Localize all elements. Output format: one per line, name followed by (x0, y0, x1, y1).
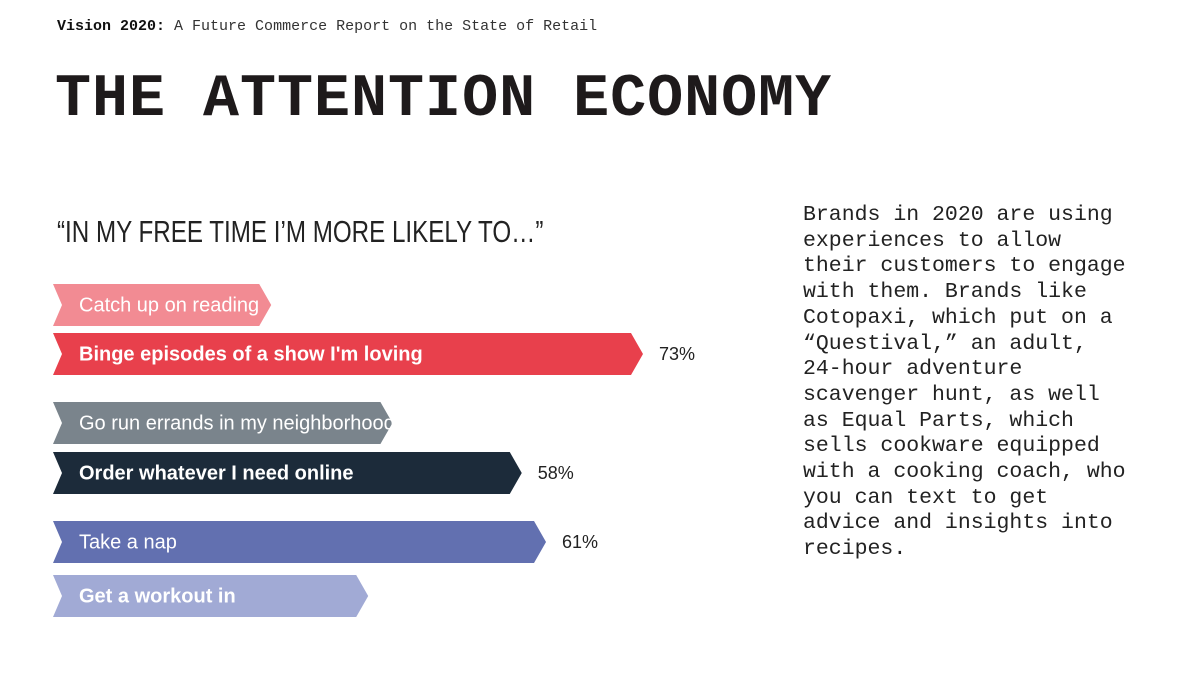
bar (53, 452, 522, 494)
value-label: 61% (562, 532, 598, 552)
bar-label: Catch up on reading (79, 294, 259, 316)
bar (53, 521, 547, 563)
value-label: 73% (659, 344, 695, 364)
bar (53, 575, 369, 617)
report-subtitle: A Future Commerce Report on the State of… (174, 18, 598, 35)
bar-label: Go run errands in my neighborhood (79, 412, 395, 434)
chart-title: “IN MY FREE TIME I’M MORE LIKELY TO…” (57, 214, 544, 249)
body-text: Brands in 2020 are using experiences to … (803, 203, 1126, 562)
header: Vision 2020: A Future Commerce Report on… (57, 18, 597, 35)
slide-title: THE ATTENTION ECONOMY (55, 66, 833, 134)
value-label: 58% (538, 463, 574, 483)
report-name: Vision 2020: (57, 18, 166, 35)
bar (53, 284, 272, 326)
bar-label: Binge episodes of a show I'm loving (79, 343, 423, 365)
bar-label: Take a nap (79, 531, 177, 553)
bar-label: Order whatever I need online (79, 462, 354, 484)
bar-label: Get a workout in (79, 585, 236, 607)
bar (53, 402, 393, 444)
bar (53, 333, 643, 375)
